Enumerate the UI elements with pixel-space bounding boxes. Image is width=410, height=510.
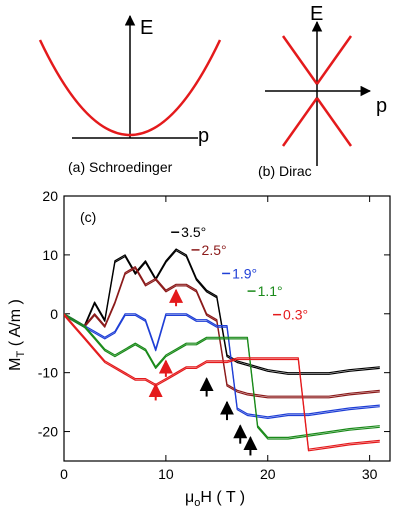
panel-c-label: (c) xyxy=(80,209,96,225)
series-line-4 xyxy=(64,313,380,450)
x-tick-label: 20 xyxy=(260,466,276,482)
series-label: 1.1° xyxy=(258,283,283,299)
y-tick-label: 20 xyxy=(42,188,58,204)
panel-a-momentum-label: p xyxy=(198,125,209,147)
y-axis-title: MT ( A/m ) xyxy=(7,299,27,371)
series-line-0 xyxy=(64,250,380,375)
panel-a-caption: (a) Schroedinger xyxy=(68,159,173,175)
annotation-arrows xyxy=(148,288,258,456)
series-label: 3.5° xyxy=(181,224,206,240)
series-label: 0.3° xyxy=(283,307,308,323)
x-axis-title: μoH ( T ) xyxy=(185,489,245,509)
series-line-3 xyxy=(64,314,380,440)
panel-b-upper-cone-right xyxy=(315,35,353,85)
panel-b-caption: (b) Dirac xyxy=(258,163,312,179)
series-label: 1.9° xyxy=(232,265,257,281)
panel-b-upper-cone-left xyxy=(281,35,319,85)
panel-b-lower-cone-left xyxy=(281,97,319,147)
panel-b-lower-cone-right xyxy=(315,97,353,147)
panel-b-dirac: E p (b) Dirac xyxy=(258,3,387,179)
series-group xyxy=(64,248,380,452)
panel-a-schroedinger: E p (a) Schroedinger xyxy=(38,14,222,175)
panel-b-energy-label: E xyxy=(310,3,323,25)
y-tick-label: -20 xyxy=(38,424,58,440)
series-line-1 xyxy=(64,267,380,399)
series-line-4 xyxy=(64,315,380,452)
series-line-1 xyxy=(64,266,380,397)
series-line-2 xyxy=(64,313,380,418)
panel-a-parabola xyxy=(38,39,222,136)
plot-frame xyxy=(63,195,391,462)
y-tick-label: 0 xyxy=(50,306,58,322)
panel-b-momentum-label: p xyxy=(376,95,387,117)
y-tick-label: -10 xyxy=(38,365,58,381)
x-tick-label: 0 xyxy=(60,466,68,482)
series-line-2 xyxy=(64,314,380,419)
y-tick-label: 10 xyxy=(42,247,58,263)
x-tick-label: 10 xyxy=(158,466,174,482)
panel-a-energy-label: E xyxy=(140,17,153,39)
series-line-3 xyxy=(64,313,380,438)
series-labels: 3.5° 2.5° 1.9°1.1°0.3° xyxy=(171,224,308,323)
x-tick-label: 30 xyxy=(362,466,378,482)
series-label: 2.5° xyxy=(202,242,227,258)
axis-ticks: 0 10 20 30 -20 -10 0 10 20 xyxy=(38,188,390,482)
